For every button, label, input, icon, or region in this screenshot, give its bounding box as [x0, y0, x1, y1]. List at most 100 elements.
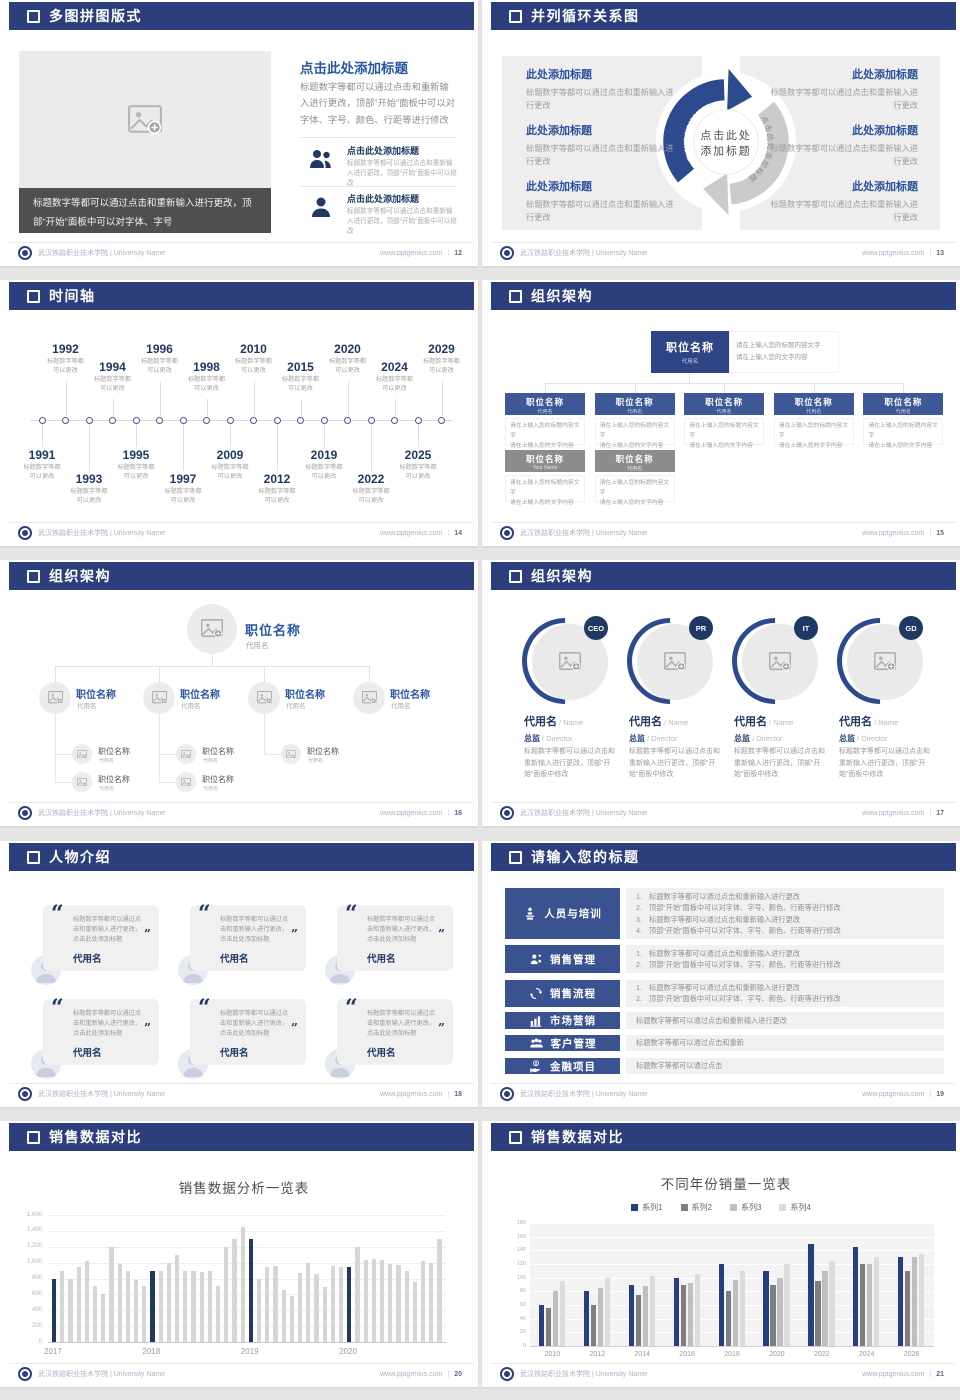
legend-swatch [730, 1204, 737, 1211]
role-badge: IT [794, 616, 818, 640]
member-role: 总监 [734, 734, 750, 743]
grouped-bar-chart: 0 20 40 60 80 100 120 140 160 180 2010 2012 2014 2016… [482, 1121, 960, 1387]
gridline [530, 1264, 934, 1265]
x-tick-label: 2022 [813, 1351, 830, 1358]
category-desc-panel: 标题数字等都可以通过点击 [626, 1058, 944, 1074]
member-desc: 标题数字等都可以通过点击和重新输入进行更改，顶部“开始”面板中修改 [524, 748, 615, 779]
category-label: 人员与培训 [544, 908, 602, 920]
slide-thumbnail-21[interactable]: 销售数据对比 不同年份销量一览表 系列1 系列2 系列3 系列4 0 20 40 60 80 1… [482, 1121, 960, 1387]
member-desc: 标题数字等都可以通过点击和重新输入进行更改，顶部“开始”面板中修改 [629, 748, 720, 779]
slide-thumbnail-14[interactable]: 时间轴 1991 标题数字等都 可以更改 1992 标题数字等都 可以更改 1993 标题数字… [0, 280, 478, 546]
gridline [48, 1326, 446, 1328]
connector [369, 666, 370, 682]
connector [159, 666, 160, 682]
bar [371, 1259, 376, 1342]
square-bullet-icon [27, 9, 40, 23]
timeline-year: 2020 [334, 342, 361, 356]
slide-thumbnail-17[interactable]: 组织架构 CEO 代用名 / Name 总监 / Director 标题数字等都可以通… [482, 560, 960, 826]
square-bullet-icon [509, 569, 522, 583]
open-quote-icon: “ [345, 995, 358, 1021]
content-heading: 点击此处添加标题 [300, 61, 408, 76]
university-name: 武汉铁路职业技术学院 | University Name [38, 1091, 166, 1098]
bar [109, 1246, 114, 1342]
item-text: 标题数字等都可以通过点击和重新输入进行更改，顶部“开始”面板中可以修改 [347, 208, 457, 236]
x-tick-label: 2017 [44, 1347, 62, 1356]
bar [314, 1273, 319, 1342]
gridline [530, 1318, 934, 1320]
x-tick-label: 2019 [240, 1347, 259, 1356]
university-name: 武汉铁路职业技术学院 | University Name [520, 530, 648, 537]
website-link: www.pptgenius.com [380, 809, 443, 817]
position-name: 职位名称 [98, 775, 130, 784]
bar [93, 1286, 98, 1342]
page-number: 20 [454, 1370, 462, 1378]
timeline-stem [136, 424, 137, 447]
y-tick-label: 0 [38, 1338, 42, 1345]
legend-entry: 系列3 [730, 1202, 761, 1213]
bar [763, 1270, 769, 1346]
person-icon [308, 196, 334, 220]
image-placeholder [19, 51, 271, 188]
university-logo-icon [500, 1367, 514, 1381]
slide-header: 销售数据对比 [491, 1123, 956, 1151]
desc-line: 2. 顶部“开始”面板中可以对字体、字号、颜色、行距等进行修改 [636, 994, 934, 1005]
timeline-caption: 标题数字等都 可以更改 [164, 488, 202, 505]
person-name: 代用名 [537, 409, 553, 415]
timeline-stem [42, 424, 43, 447]
timeline-node [38, 416, 46, 424]
timeline-node [320, 416, 328, 424]
slide-thumbnail-13[interactable]: 并列循环关系图 此处添加标题 标题数字等都可以通过点击和重新输入进行更改 此处添… [482, 0, 960, 266]
org-root-box: 职位名称 代用名 [651, 331, 729, 373]
center-text: 点击此处 [700, 129, 751, 142]
university-name: 武汉铁路职业技术学院 | University Name [520, 1371, 648, 1378]
university-name: 武汉铁路职业技术学院 | University Name [38, 1371, 166, 1378]
slide-thumbnail-18[interactable]: 人物介绍 “标题数字等都可以通过点击和重新输入进行更改，点击此处添加标题” 代用名… [0, 841, 478, 1107]
svg-text:添加标题: 添加标题 [700, 143, 751, 157]
line-text: 标题数字等都可以通过点击和重新输入进行更改 [649, 983, 800, 992]
connector [159, 754, 176, 755]
line-text: 标题数字等都可以通过点击和重新输入进行更改 [636, 1016, 787, 1025]
close-quote-icon: ” [144, 1021, 151, 1035]
timeline-node [203, 416, 210, 424]
member-role: 总监 [629, 734, 645, 743]
slide-header: 时间轴 [9, 282, 474, 310]
website-link: www.pptgenius.com [862, 529, 925, 537]
timeline-caption: 标题数字等都 可以更改 [305, 464, 343, 481]
timeline-caption: 标题数字等都 可以更改 [187, 376, 226, 393]
org-box: 职位名称 代用名 [773, 393, 854, 415]
bar [437, 1238, 442, 1342]
item-text: 标题数字等都可以通过点击和重新输入进行更改 [526, 200, 674, 223]
item-text: 标题数字等都可以通过点击和重新输入进行更改 [526, 88, 674, 111]
line-text: 顶部“开始”面板中可以对字体、字号、颜色、行距等进行修改 [649, 960, 841, 969]
list-content: 人员与培训 1. 标题数字等都可以通过点击和重新输入进行更改 2. 顶部“开始”面板中可… [482, 841, 960, 1107]
slide-thumbnail-19[interactable]: 请输入您的标题 人员与培训 1. 标题数字等都可以通过点击和重新输入进行更改 2. 顶部… [482, 841, 960, 1107]
slide-thumbnail-20[interactable]: 销售数据对比 销售数据分析一览表 0 200 400 600 800 1,000 1,200… [0, 1121, 478, 1387]
org-box: 职位名称 代用名 [594, 393, 675, 415]
open-quote-icon: “ [51, 901, 64, 927]
member-name-en: / Name [872, 718, 899, 727]
slide-thumbnail-12[interactable]: 多图拼图版式 标题数字等都可以通过点击和重新输入进行更改，顶部“开始”面板中可以… [0, 0, 478, 266]
desc-line: 请在上输入您的标题内容文字 [689, 423, 759, 439]
university-name: 武汉铁路职业技术学院 | University Name [38, 250, 166, 257]
legend-label: 系列3 [741, 1203, 762, 1212]
bar [166, 1263, 171, 1342]
timeline-year: 2022 [357, 472, 385, 486]
slide-footer: 武汉铁路职业技术学院 | University Name www.pptgeni… [491, 522, 956, 543]
category-label: 客户管理 [550, 1037, 597, 1050]
timeline-caption: 标题数字等都 可以更改 [117, 464, 155, 481]
slide-thumbnail-16[interactable]: 组织架构 职位名称 代用名 职位名称 代用名 职位名称 代用名 职位名称 代用名 职位名称 代用名… [0, 560, 478, 826]
bar [404, 1270, 409, 1342]
desc-line: 请在上输入您的文字内容 [510, 442, 574, 449]
gridline [530, 1223, 934, 1224]
footer-divider: | [447, 249, 450, 257]
bar [583, 1291, 590, 1346]
square-bullet-icon [509, 289, 522, 303]
legend-entry: 系列1 [631, 1202, 663, 1213]
connector [545, 383, 903, 384]
slide-thumbnail-15[interactable]: 组织架构 职位名称 代用名 请在上输入您的标题内容文字 请在上输入您的文字内容 … [482, 280, 960, 546]
connector [212, 654, 213, 666]
close-quote-icon: ” [438, 1021, 445, 1035]
timeline-caption: 标题数字等都 可以更改 [422, 358, 461, 375]
university-logo-icon [500, 806, 514, 820]
cycle-item: 此处添加标题 标题数字等都可以通过点击和重新输入进行更改 [766, 178, 918, 224]
